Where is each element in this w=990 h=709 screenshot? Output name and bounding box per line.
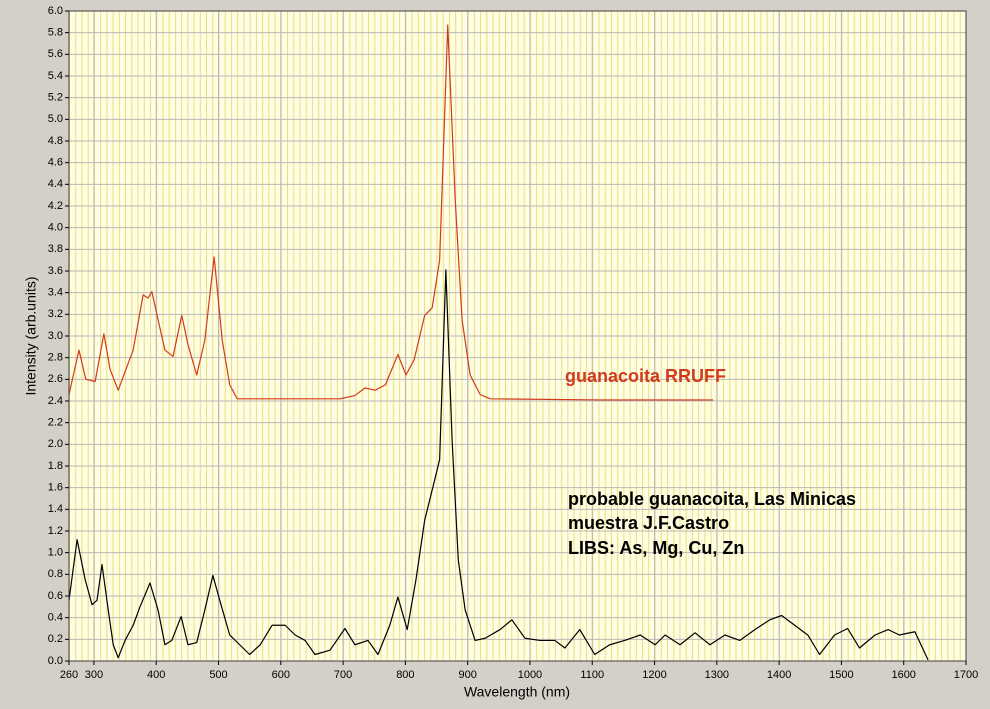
annotation: muestra J.F.Castro xyxy=(568,513,729,533)
x-tick-label: 300 xyxy=(85,669,103,681)
y-tick-label: 3.0 xyxy=(48,330,63,342)
x-tick-label: 900 xyxy=(458,669,476,681)
y-tick-label: 1.8 xyxy=(48,460,63,472)
x-tick-label: 1200 xyxy=(642,669,666,681)
x-tick-label: 1100 xyxy=(580,669,604,681)
x-tick-label: 1500 xyxy=(829,669,853,681)
x-tick-label: 1300 xyxy=(705,669,729,681)
annotation: guanacoita RRUFF xyxy=(565,366,726,386)
y-tick-label: 2.6 xyxy=(48,373,63,385)
y-tick-label: 2.8 xyxy=(48,352,63,364)
y-tick-label: 0.8 xyxy=(48,568,63,580)
y-tick-label: 2.0 xyxy=(48,438,63,450)
y-tick-label: 1.6 xyxy=(48,482,63,494)
annotation: probable guanacoita, Las Minicas xyxy=(568,489,856,509)
y-tick-label: 4.8 xyxy=(48,135,63,147)
y-tick-label: 5.8 xyxy=(48,27,63,39)
y-tick-label: 3.8 xyxy=(48,243,63,255)
y-tick-label: 5.2 xyxy=(48,92,63,104)
y-tick-label: 2.2 xyxy=(48,417,63,429)
y-tick-label: 5.4 xyxy=(48,70,63,82)
x-tick-label: 1700 xyxy=(954,669,978,681)
y-tick-label: 0.2 xyxy=(48,633,63,645)
y-tick-label: 1.4 xyxy=(48,503,63,515)
series-line xyxy=(68,269,929,661)
y-tick-label: 3.6 xyxy=(48,265,63,277)
y-tick-label: 0.0 xyxy=(48,655,63,667)
y-tick-label: 4.0 xyxy=(48,222,63,234)
y-tick-label: 1.2 xyxy=(48,525,63,537)
x-tick-label: 260 xyxy=(60,669,78,681)
y-tick-label: 0.6 xyxy=(48,590,63,602)
y-axis-label: Intensity (arb.units) xyxy=(23,276,39,395)
y-tick-label: 4.4 xyxy=(48,178,63,190)
y-tick-label: 5.0 xyxy=(48,113,63,125)
x-axis-label: Wavelength (nm) xyxy=(464,684,570,700)
x-tick-label: 500 xyxy=(209,669,227,681)
annotation: LIBS: As, Mg, Cu, Zn xyxy=(568,538,744,558)
y-tick-label: 3.2 xyxy=(48,308,63,320)
x-tick-label: 600 xyxy=(272,669,290,681)
x-tick-label: 1600 xyxy=(891,669,915,681)
y-tick-label: 2.4 xyxy=(48,395,63,407)
y-tick-label: 4.6 xyxy=(48,157,63,169)
x-tick-label: 400 xyxy=(147,669,165,681)
x-tick-label: 1000 xyxy=(518,669,542,681)
x-tick-label: 700 xyxy=(334,669,352,681)
y-tick-label: 1.0 xyxy=(48,547,63,559)
series-line xyxy=(68,24,714,401)
y-tick-label: 5.6 xyxy=(48,48,63,60)
x-tick-label: 1400 xyxy=(767,669,791,681)
y-tick-label: 6.0 xyxy=(48,5,63,17)
y-tick-label: 3.4 xyxy=(48,287,63,299)
x-tick-label: 800 xyxy=(396,669,414,681)
y-tick-label: 4.2 xyxy=(48,200,63,212)
y-tick-label: 0.4 xyxy=(48,612,63,624)
